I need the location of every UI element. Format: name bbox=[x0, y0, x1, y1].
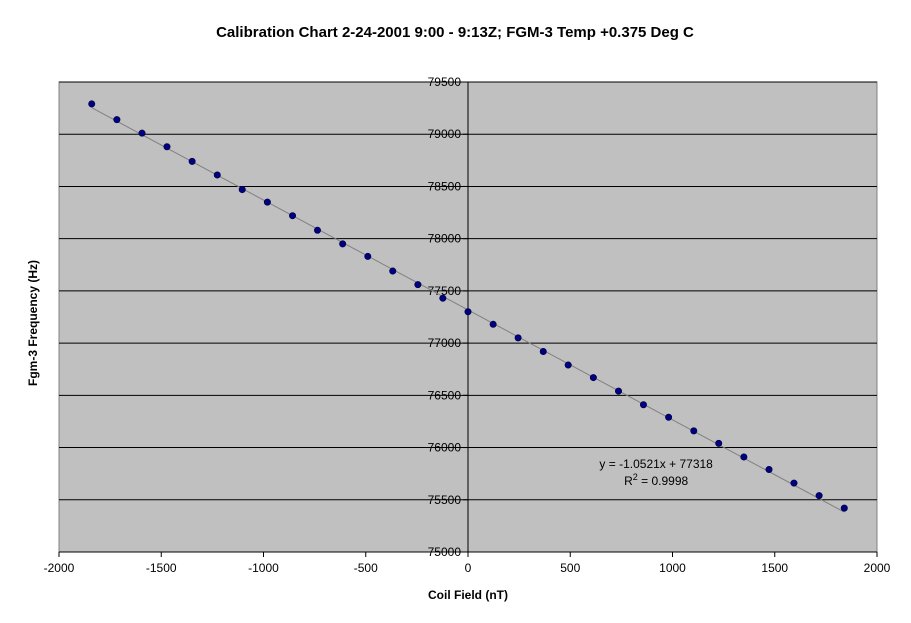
data-point bbox=[790, 479, 798, 487]
data-point bbox=[188, 157, 196, 165]
x-tick-labels: -2000 -1500 -1000 -500 0 500 1000 1500 2000 bbox=[44, 552, 891, 575]
data-point bbox=[113, 116, 121, 124]
data-point bbox=[213, 171, 221, 179]
x-tick-label: -2000 bbox=[44, 561, 75, 575]
r2-prefix: R bbox=[624, 474, 633, 488]
data-points bbox=[88, 100, 848, 512]
y-tick-label: 78500 bbox=[428, 179, 462, 193]
data-point bbox=[840, 504, 848, 512]
data-point bbox=[489, 320, 497, 328]
data-point bbox=[740, 453, 748, 461]
data-point bbox=[88, 100, 96, 108]
data-point bbox=[339, 240, 347, 248]
y-tick-label: 77000 bbox=[428, 336, 462, 350]
data-point bbox=[539, 347, 547, 355]
y-tick-label: 76000 bbox=[428, 441, 462, 455]
r2-superscript: 2 bbox=[633, 472, 638, 482]
y-tick-label: 79000 bbox=[428, 127, 462, 141]
x-tick-label: 2000 bbox=[864, 561, 891, 575]
x-tick-label: -500 bbox=[354, 561, 378, 575]
data-point bbox=[715, 439, 723, 447]
data-point bbox=[665, 413, 673, 421]
y-tick-label: 77500 bbox=[428, 284, 462, 298]
x-tick-label: 0 bbox=[465, 561, 472, 575]
data-point bbox=[615, 387, 623, 395]
y-tick-label: 75500 bbox=[428, 493, 462, 507]
data-point bbox=[238, 186, 246, 194]
data-point bbox=[163, 143, 171, 151]
data-point bbox=[138, 129, 146, 137]
data-point bbox=[765, 465, 773, 473]
x-tick-label: 1500 bbox=[761, 561, 788, 575]
trendline-equation: y = -1.0521x + 77318 bbox=[599, 457, 713, 471]
data-point bbox=[439, 294, 447, 302]
data-point bbox=[464, 308, 472, 316]
data-point bbox=[414, 281, 422, 289]
data-point bbox=[815, 492, 823, 500]
y-tick-label: 78000 bbox=[428, 232, 462, 246]
data-point bbox=[690, 427, 698, 435]
r2-value: = 0.9998 bbox=[638, 474, 689, 488]
x-tick-label: -1000 bbox=[248, 561, 279, 575]
data-point bbox=[639, 401, 647, 409]
y-tick-label: 79500 bbox=[428, 75, 462, 89]
x-tick-label: 1000 bbox=[659, 561, 686, 575]
y-tick-label: 75000 bbox=[428, 545, 462, 559]
x-tick-label: 500 bbox=[560, 561, 580, 575]
x-axis-title: Coil Field (nT) bbox=[428, 588, 508, 602]
data-point bbox=[364, 252, 372, 260]
data-point bbox=[564, 361, 572, 369]
y-axis-title: Fgm-3 Frequency (Hz) bbox=[26, 260, 40, 386]
x-tick-label: -1500 bbox=[146, 561, 177, 575]
data-point bbox=[263, 198, 271, 206]
chart-title: Calibration Chart 2-24-2001 9:00 - 9:13Z… bbox=[216, 24, 694, 41]
data-point bbox=[313, 226, 321, 234]
data-point bbox=[389, 267, 397, 275]
data-point bbox=[514, 334, 522, 342]
y-tick-label: 76500 bbox=[428, 388, 462, 402]
trendline-r-squared: R2 = 0.9998 bbox=[624, 472, 688, 488]
data-point bbox=[589, 374, 597, 382]
y-tick-labels: 75000 75500 76000 76500 77000 77500 78000 78500… bbox=[428, 75, 468, 559]
data-point bbox=[289, 212, 297, 220]
